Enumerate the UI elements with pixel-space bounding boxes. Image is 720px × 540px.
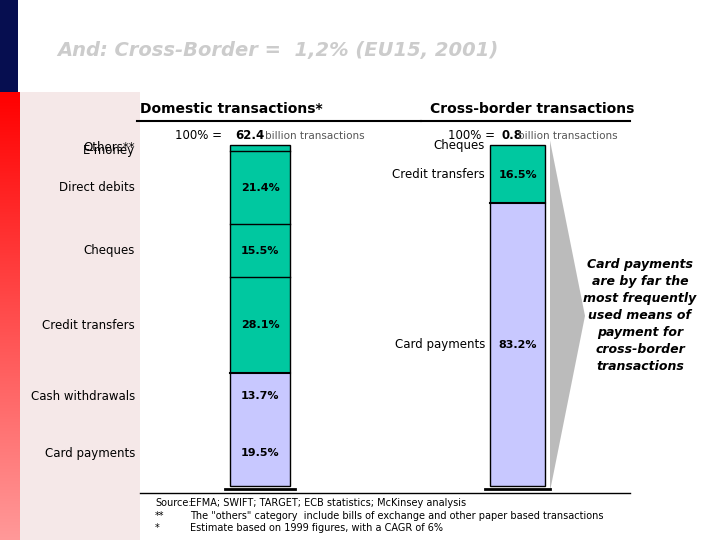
Text: Cash withdrawals: Cash withdrawals xyxy=(31,390,135,403)
Text: 100% =: 100% = xyxy=(448,129,495,142)
Text: And: Cross-Border =  1,2% (EU15, 2001): And: Cross-Border = 1,2% (EU15, 2001) xyxy=(58,41,499,60)
Text: Source:: Source: xyxy=(155,498,192,508)
Text: 19.5%: 19.5% xyxy=(240,448,279,458)
Text: E-money: E-money xyxy=(83,144,135,157)
Text: Domestic transactions*: Domestic transactions* xyxy=(140,102,323,116)
Bar xyxy=(230,277,290,373)
Text: 15.5%: 15.5% xyxy=(240,246,279,256)
Bar xyxy=(490,145,545,487)
Bar xyxy=(140,92,720,540)
Bar xyxy=(230,420,290,487)
Text: Cheques: Cheques xyxy=(433,139,485,152)
Text: The "others" category  include bills of exchange and other paper based transacti: The "others" category include bills of e… xyxy=(190,511,603,521)
Bar xyxy=(230,151,290,224)
Text: **: ** xyxy=(155,511,164,521)
Bar xyxy=(230,145,290,151)
Text: Cheques: Cheques xyxy=(84,244,135,257)
Text: Card payments: Card payments xyxy=(395,338,485,351)
Text: Card payments: Card payments xyxy=(45,447,135,460)
Bar xyxy=(0,0,18,92)
Text: billion transactions: billion transactions xyxy=(518,131,618,140)
Text: Card payments
are by far the
most frequently
used means of
payment for
cross-bor: Card payments are by far the most freque… xyxy=(583,259,697,373)
Text: Direct debits: Direct debits xyxy=(59,181,135,194)
Text: Others**: Others** xyxy=(84,141,135,154)
Text: billion transactions: billion transactions xyxy=(265,131,364,140)
Text: EFMA; SWIFT; TARGET; ECB statistics; McKinsey analysis: EFMA; SWIFT; TARGET; ECB statistics; McK… xyxy=(190,498,466,508)
Text: *: * xyxy=(155,523,160,534)
Bar xyxy=(490,202,545,487)
Text: 16.5%: 16.5% xyxy=(498,170,537,179)
Text: 21.4%: 21.4% xyxy=(240,183,279,193)
Text: Credit transfers: Credit transfers xyxy=(392,168,485,181)
Bar xyxy=(490,145,545,146)
Text: 28.1%: 28.1% xyxy=(240,320,279,330)
Text: Cross-border transactions: Cross-border transactions xyxy=(430,102,634,116)
Text: 62.4: 62.4 xyxy=(235,129,264,142)
Bar xyxy=(20,92,140,540)
Bar xyxy=(490,146,545,202)
Text: 0.8: 0.8 xyxy=(502,129,523,142)
Text: 100% =: 100% = xyxy=(175,129,222,142)
Polygon shape xyxy=(550,140,585,491)
Text: Credit transfers: Credit transfers xyxy=(42,319,135,332)
Bar xyxy=(230,224,290,277)
Text: 83.2%: 83.2% xyxy=(498,340,536,349)
Bar xyxy=(230,373,290,420)
Text: 13.7%: 13.7% xyxy=(240,392,279,401)
Text: Estimate based on 1999 figures, with a CAGR of 6%: Estimate based on 1999 figures, with a C… xyxy=(190,523,443,534)
Bar xyxy=(230,145,290,487)
